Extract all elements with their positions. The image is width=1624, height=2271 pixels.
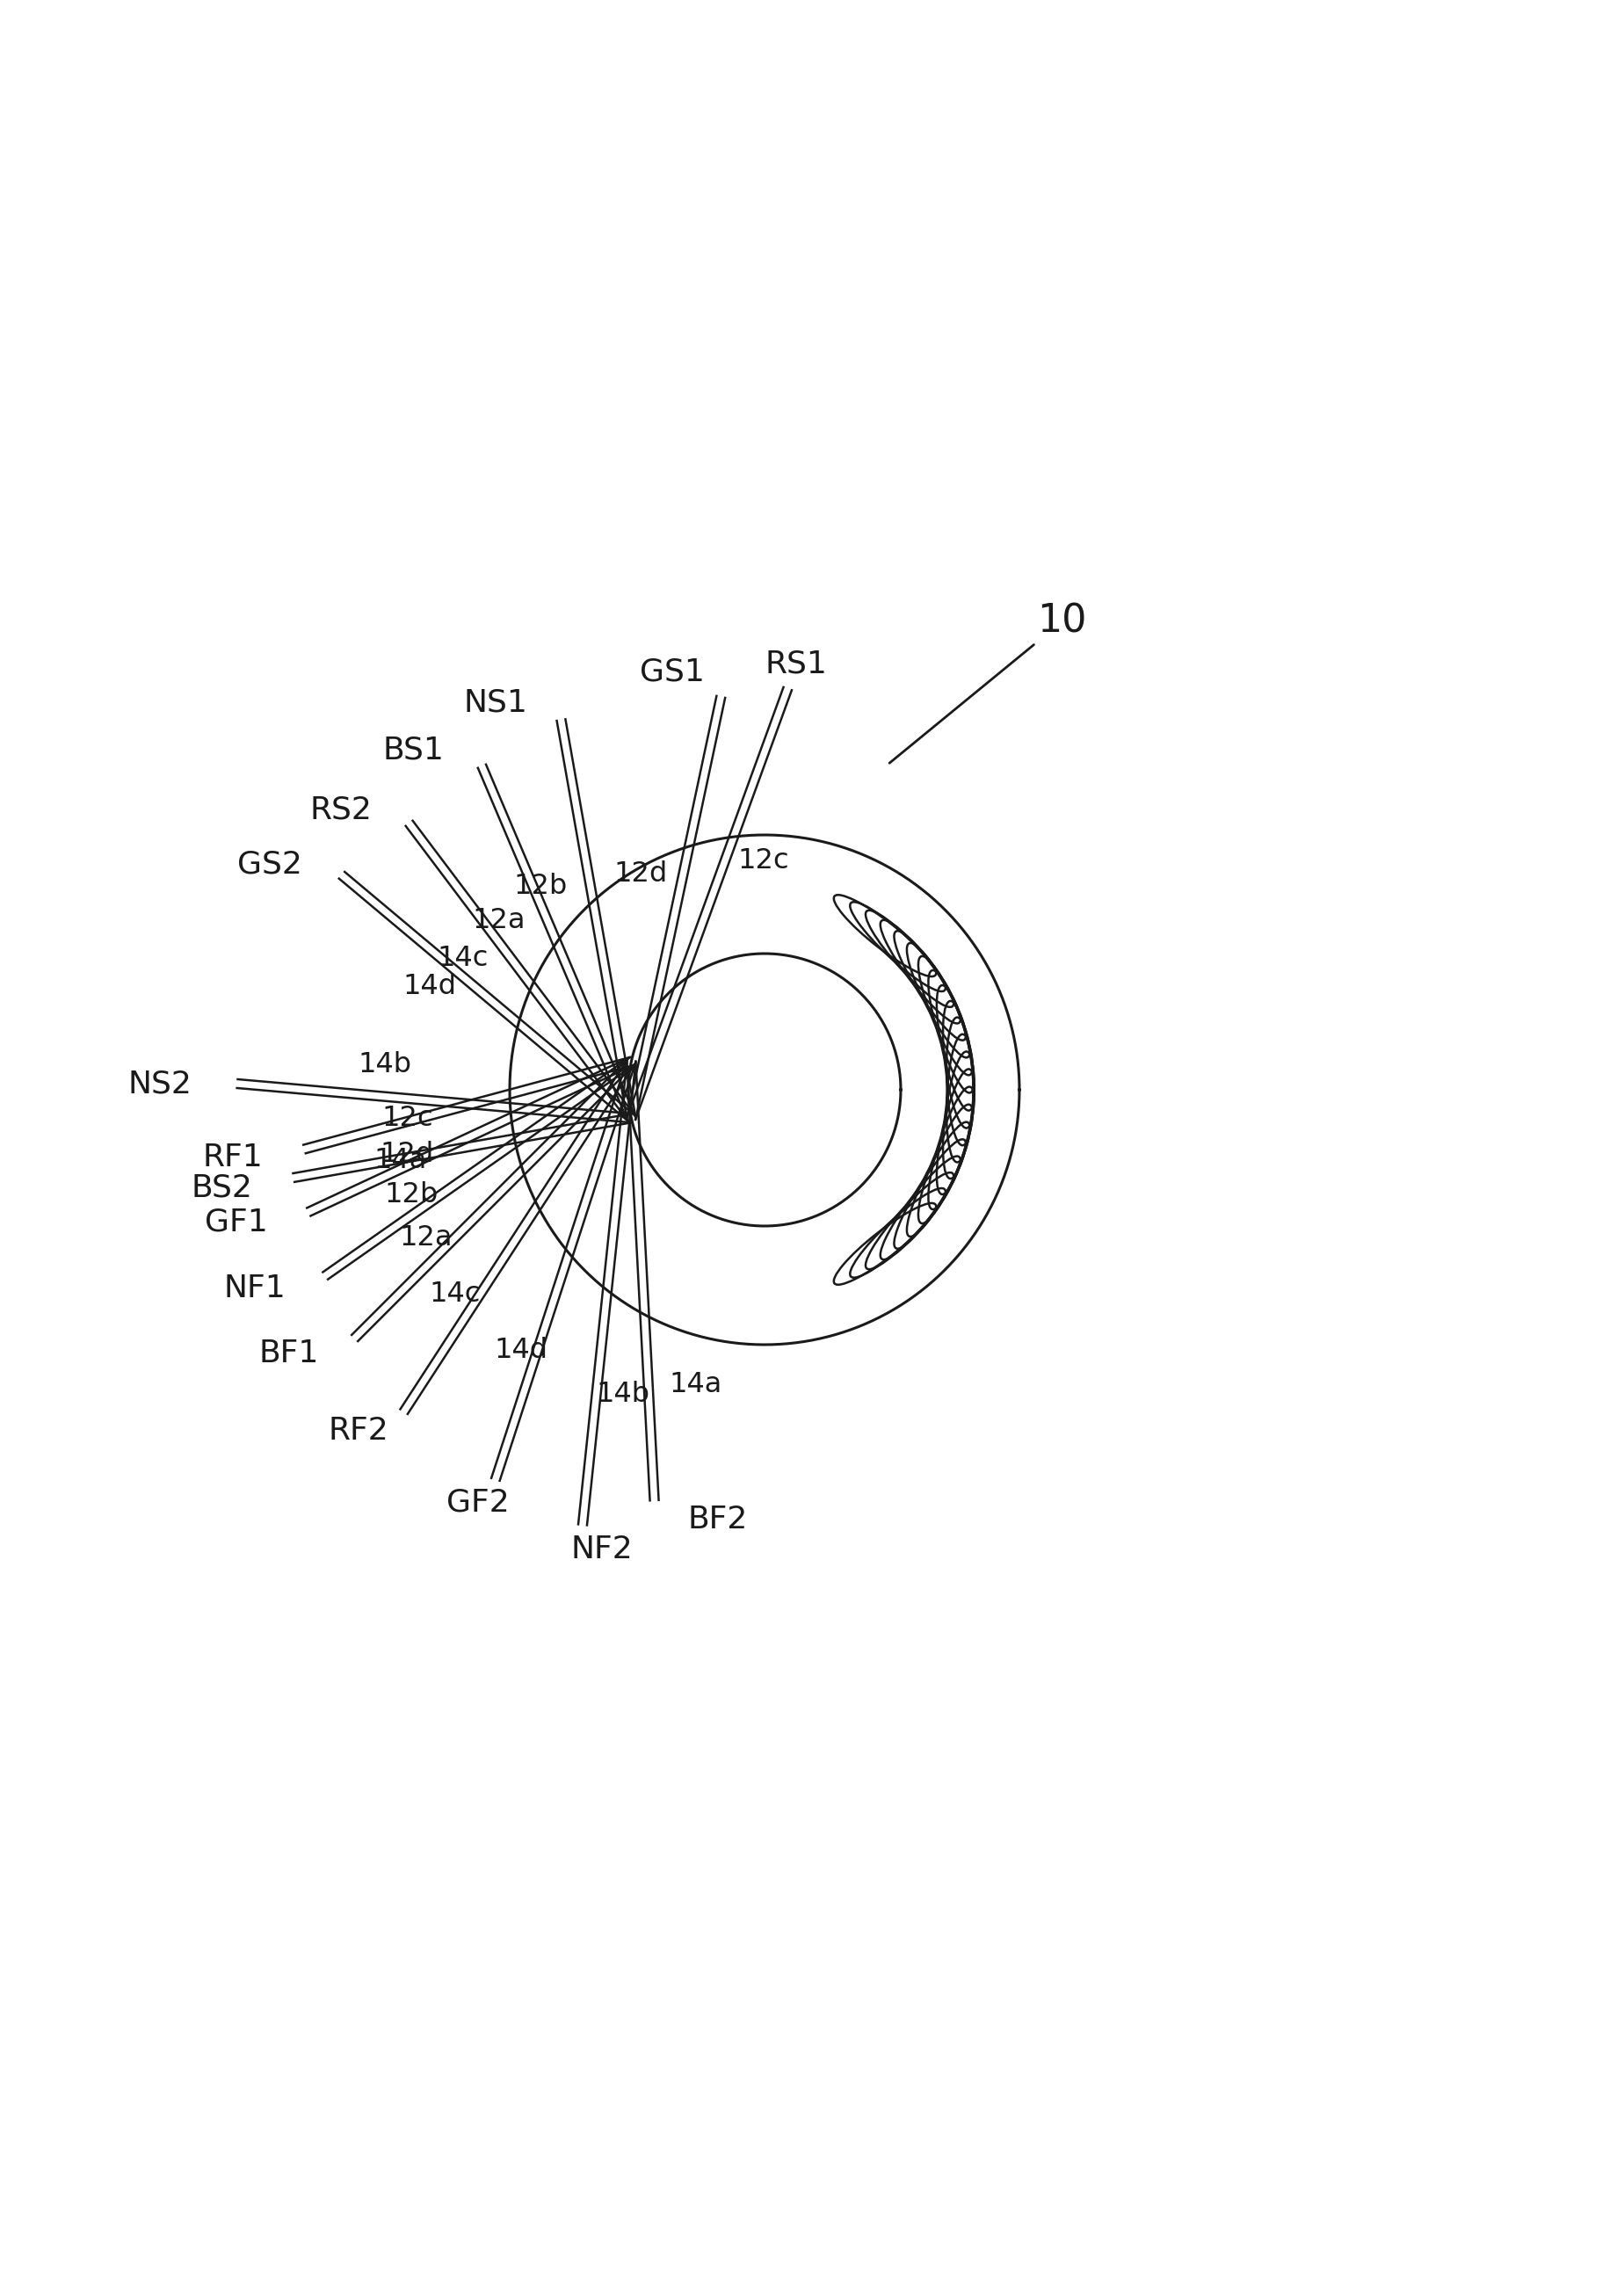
Text: 12c: 12c	[382, 1104, 434, 1131]
Text: 12b: 12b	[513, 872, 568, 899]
Text: RS1: RS1	[765, 650, 828, 679]
Text: RS2: RS2	[310, 795, 372, 824]
Text: 12c: 12c	[737, 847, 789, 874]
Text: 14d: 14d	[494, 1338, 547, 1365]
Text: GF2: GF2	[447, 1488, 510, 1517]
Text: NF2: NF2	[572, 1535, 633, 1565]
Text: RF1: RF1	[203, 1142, 263, 1172]
Text: 10: 10	[890, 602, 1086, 763]
Text: 12a: 12a	[473, 908, 526, 936]
Text: 14c: 14c	[430, 1281, 481, 1308]
Text: GS2: GS2	[237, 849, 302, 879]
Text: NF1: NF1	[224, 1274, 286, 1304]
Text: BS2: BS2	[192, 1174, 252, 1204]
Text: BF1: BF1	[258, 1340, 318, 1369]
Text: 12d: 12d	[380, 1140, 434, 1167]
Text: NS2: NS2	[128, 1070, 192, 1099]
Text: 14a: 14a	[669, 1372, 723, 1399]
Text: GF1: GF1	[205, 1208, 268, 1238]
Text: 14a: 14a	[374, 1147, 427, 1174]
Text: 14b: 14b	[359, 1051, 412, 1079]
Text: 14c: 14c	[437, 945, 489, 972]
Text: RF2: RF2	[328, 1417, 388, 1447]
Text: 12d: 12d	[614, 861, 667, 888]
Text: BS1: BS1	[383, 736, 443, 765]
Text: 12b: 12b	[385, 1181, 438, 1208]
Text: 14d: 14d	[403, 972, 456, 999]
Text: NS1: NS1	[463, 688, 528, 718]
Text: BF2: BF2	[687, 1506, 747, 1535]
Text: 14b: 14b	[596, 1381, 650, 1408]
Text: GS1: GS1	[640, 656, 705, 688]
Text: 12a: 12a	[400, 1224, 453, 1251]
